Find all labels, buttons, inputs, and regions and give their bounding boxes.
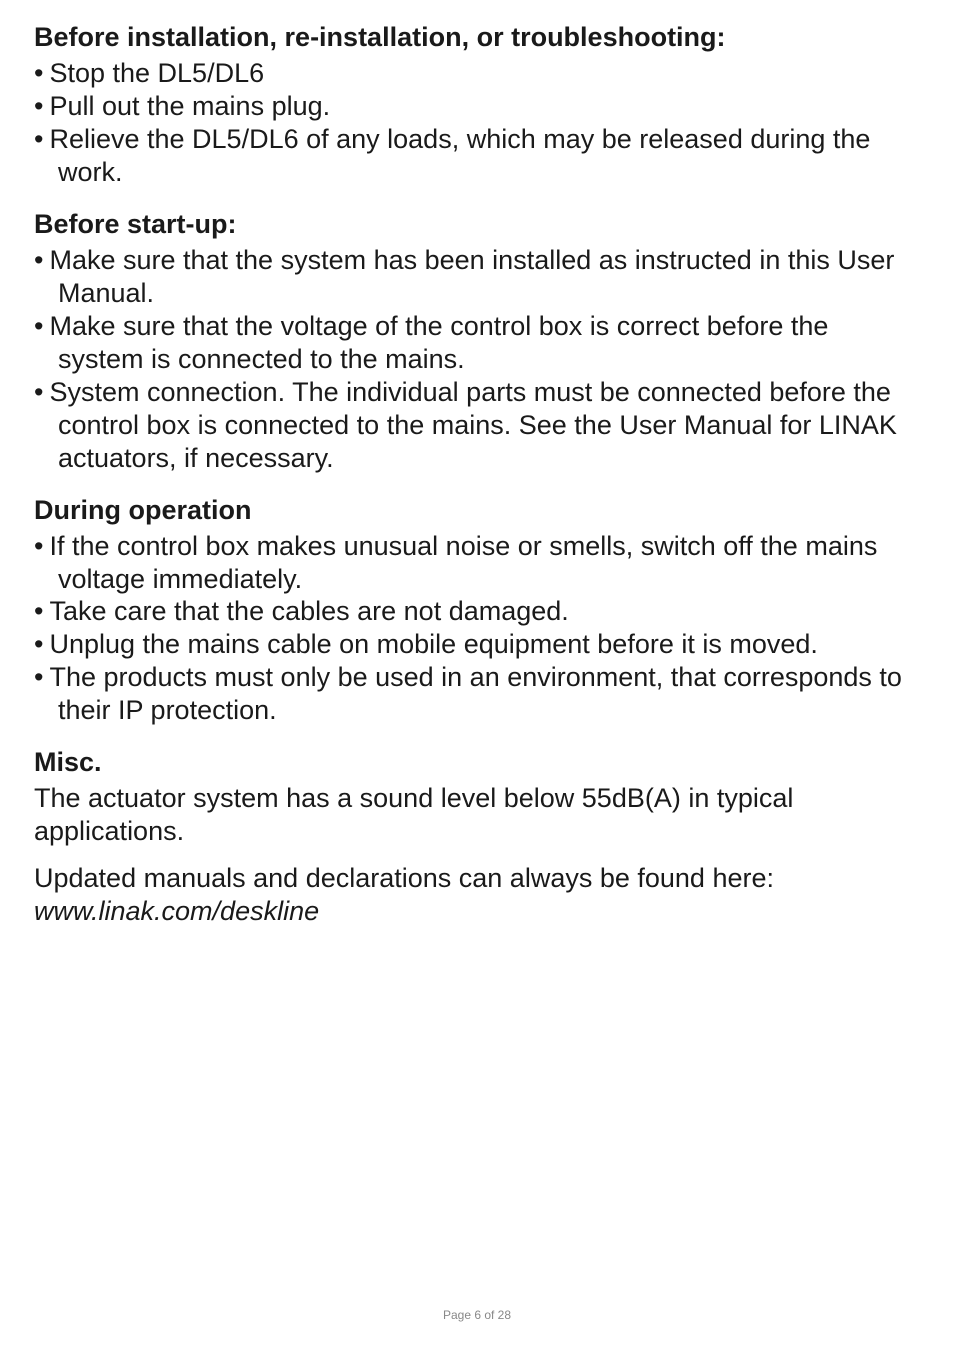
page-footer: Page 6 of 28 (34, 1308, 920, 1322)
misc-line: Updated manuals and declarations can alw… (34, 863, 774, 893)
bullet-list-3: If the control box makes unusual noise o… (34, 530, 920, 728)
section-heading-1: Before installation, re-installation, or… (34, 20, 920, 55)
section-heading-misc: Misc. (34, 745, 920, 780)
bullet-item: Unplug the mains cable on mobile equipme… (34, 628, 920, 661)
bullet-item: If the control box makes unusual noise o… (34, 530, 920, 596)
bullet-item: The products must only be used in an env… (34, 661, 920, 727)
document-body: Before installation, re-installation, or… (34, 20, 920, 928)
bullet-item: Make sure that the voltage of the contro… (34, 310, 920, 376)
section-heading-2: Before start-up: (34, 207, 920, 242)
bullet-item: Pull out the mains plug. (34, 90, 920, 123)
bullet-item: Make sure that the system has been insta… (34, 244, 920, 310)
misc-url: www.linak.com/deskline (34, 896, 319, 926)
bullet-item: Relieve the DL5/DL6 of any loads, which … (34, 123, 920, 189)
page-number: Page 6 of 28 (443, 1308, 511, 1322)
misc-paragraph-1: The actuator system has a sound level be… (34, 782, 920, 848)
bullet-list-2: Make sure that the system has been insta… (34, 244, 920, 475)
bullet-item: System connection. The individual parts … (34, 376, 920, 475)
bullet-list-1: Stop the DL5/DL6 Pull out the mains plug… (34, 57, 920, 189)
section-heading-3: During operation (34, 493, 920, 528)
bullet-item: Stop the DL5/DL6 (34, 57, 920, 90)
misc-paragraph-2: Updated manuals and declarations can alw… (34, 862, 920, 928)
bullet-item: Take care that the cables are not damage… (34, 595, 920, 628)
